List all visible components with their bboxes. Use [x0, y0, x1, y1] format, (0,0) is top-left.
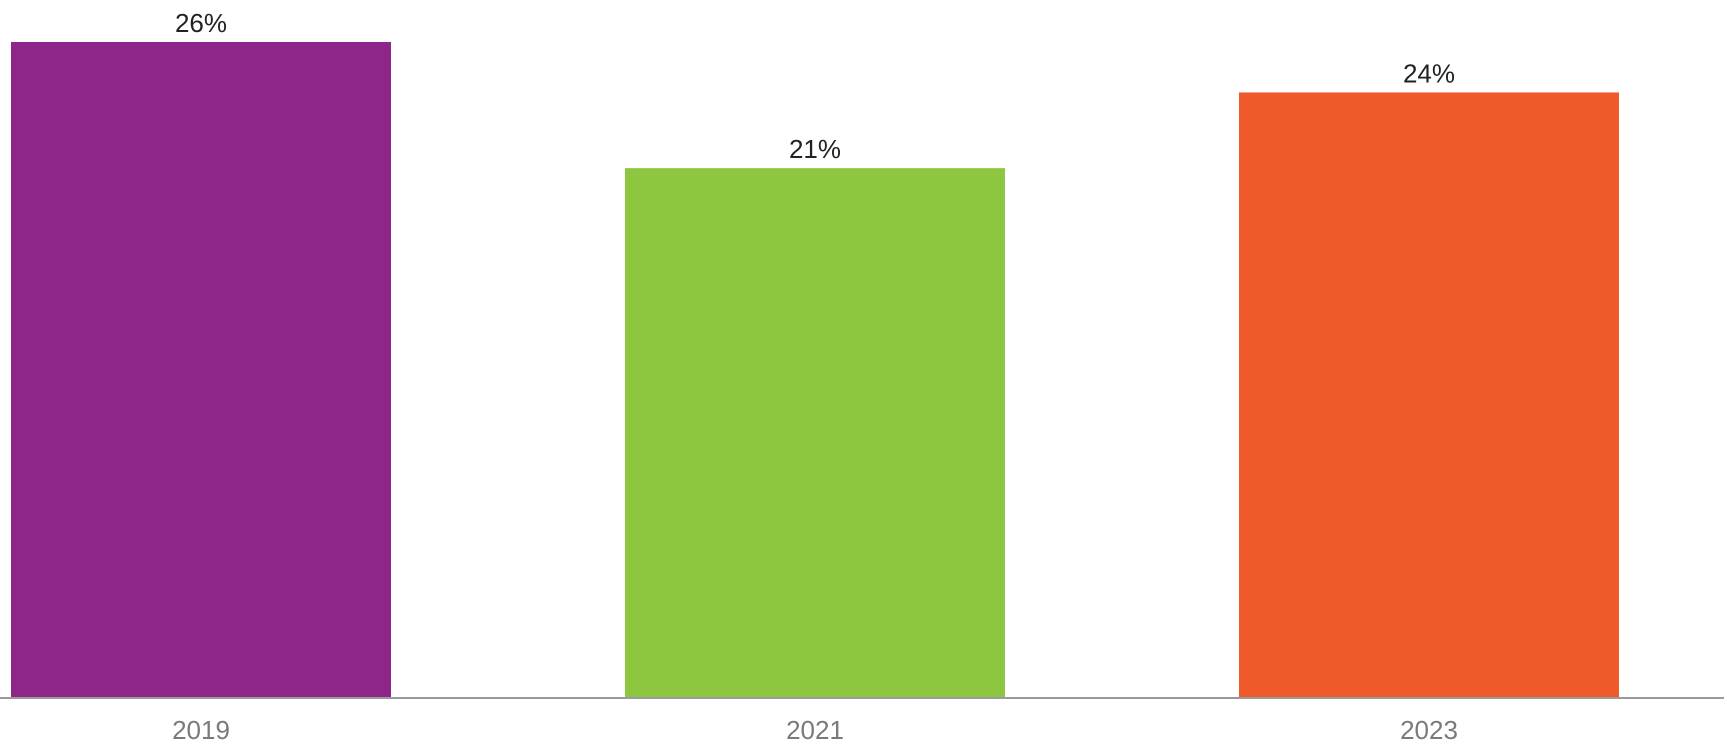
value-labels-group: 26% 21% 24%	[175, 8, 1455, 164]
bars-group	[11, 42, 1619, 699]
x-tick-label-2019: 2019	[172, 715, 230, 745]
value-label-2019: 26%	[175, 8, 227, 38]
x-tick-label-2023: 2023	[1400, 715, 1458, 745]
value-label-2023: 24%	[1403, 58, 1455, 88]
value-label-2021: 21%	[789, 134, 841, 164]
bar-2023	[1239, 92, 1619, 698]
x-tick-label-2021: 2021	[786, 715, 844, 745]
bar-2021	[625, 168, 1005, 699]
bar-2019	[11, 42, 391, 698]
x-tick-labels-group: 2019 2021 2023	[172, 715, 1458, 745]
